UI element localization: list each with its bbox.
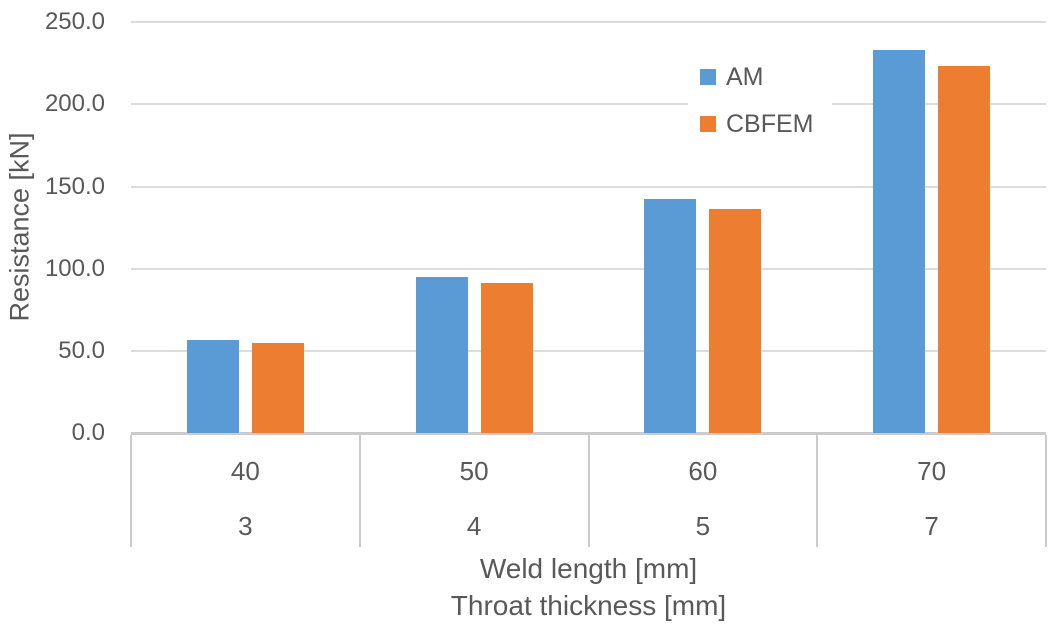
- plot-area: [131, 21, 1046, 435]
- legend-label: AM: [726, 63, 764, 91]
- y-tick-label: 250.0: [44, 8, 105, 35]
- x-axis-category-table: 40 3 50 4 60 5 70 7: [130, 433, 1047, 547]
- category-divider: [816, 435, 819, 547]
- gridline: [131, 350, 1046, 353]
- bar-am-50: [415, 276, 468, 433]
- category-label-throat-thickness: 4: [466, 511, 482, 541]
- y-tick-label: 150.0: [44, 172, 105, 200]
- bar-cbfem-70: [938, 66, 991, 433]
- gridline: [131, 103, 1046, 106]
- legend-entry-cbfem: CBFEM: [700, 111, 814, 137]
- y-tick-label: 50.0: [58, 337, 105, 365]
- bar-cbfem-50: [480, 283, 533, 433]
- category-divider: [587, 435, 590, 547]
- legend-label: CBFEM: [726, 110, 814, 138]
- category-label-weld-length: 50: [459, 456, 489, 486]
- gridline: [131, 21, 1046, 23]
- bar-am-60: [644, 199, 697, 433]
- bar-cbfem-60: [709, 209, 762, 433]
- y-tick-label: 200.0: [44, 90, 105, 118]
- bar-cbfem-40: [251, 343, 304, 433]
- x-axis-title-throat-thickness: Throat thickness [mm]: [450, 590, 727, 621]
- category-divider: [358, 435, 361, 547]
- category-label-weld-length: 70: [917, 456, 947, 486]
- category-label-throat-thickness: 7: [924, 511, 939, 541]
- y-tick-label: 0.0: [71, 419, 105, 447]
- category-label-throat-thickness: 3: [238, 511, 253, 541]
- bar-am-40: [186, 340, 239, 433]
- gridline: [131, 185, 1046, 188]
- bar-am-70: [873, 50, 926, 433]
- category-label-weld-length: 40: [230, 456, 260, 486]
- category-label-weld-length: 60: [688, 456, 718, 486]
- legend-entry-am: AM: [700, 64, 814, 90]
- category-divider: [1045, 435, 1047, 547]
- gridline: [131, 267, 1046, 270]
- y-axis-tick-labels: 0.0 50.0 100.0 150.0 200.0 250.0: [0, 0, 105, 628]
- y-tick-label: 100.0: [44, 254, 105, 282]
- legend-swatch-cbfem-icon: [700, 116, 716, 132]
- category-divider: [130, 435, 132, 547]
- category-label-throat-thickness: 5: [695, 511, 711, 541]
- x-axis-title-weld-length: Weld length [mm]: [479, 553, 698, 584]
- legend-swatch-am-icon: [700, 69, 716, 85]
- legend: AM CBFEM: [688, 54, 832, 149]
